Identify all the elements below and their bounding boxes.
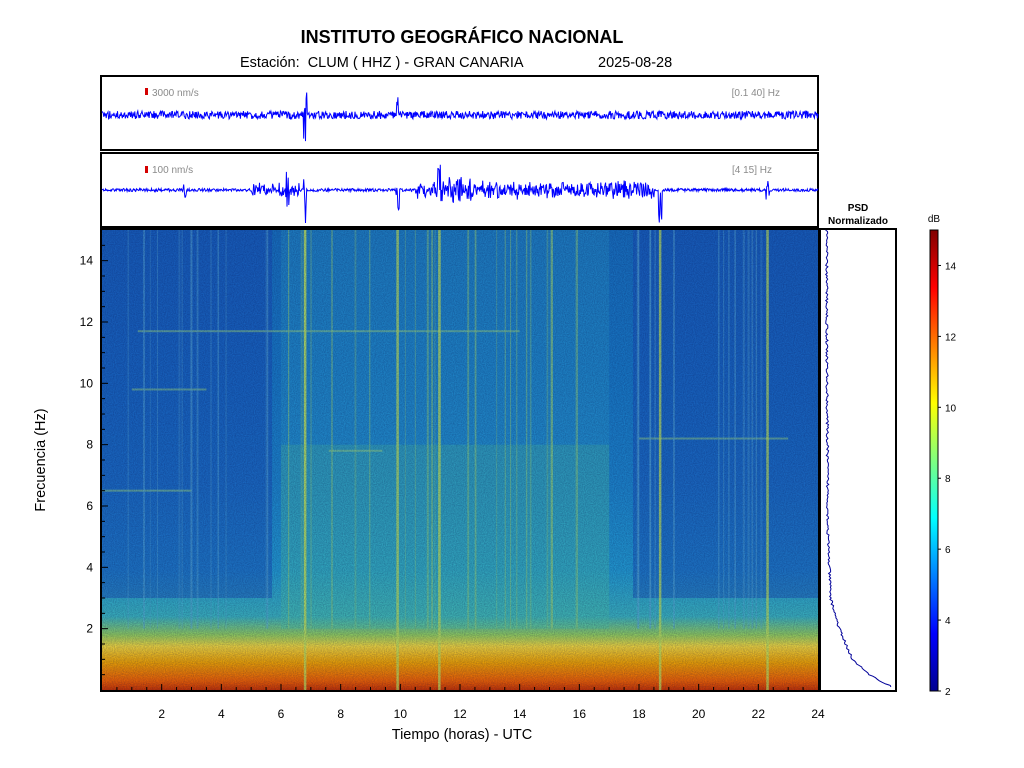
y-tick-label: 2 [86, 622, 93, 636]
x-tick-label: 18 [632, 707, 646, 721]
y-axis-label: Frecuencia (Hz) [33, 408, 49, 511]
x-tick-label: 12 [453, 707, 467, 721]
x-axis-label: Tiempo (horas) - UTC [392, 727, 532, 743]
x-axis-ticks: 2 4 6 8 10 12 14 16 18 20 22 24 [116, 684, 825, 721]
colorbar-tick-label: 8 [945, 474, 951, 485]
x-tick-label: 6 [278, 707, 285, 721]
date-label: 2025-08-28 [598, 55, 673, 71]
y-tick-label: 8 [86, 438, 93, 452]
trace-panel-broadband: 3000 nm/s [0.1 40] Hz [100, 75, 819, 151]
x-tick-label: 24 [811, 707, 825, 721]
colorbar-unit: dB [928, 214, 941, 225]
colorbar-ticks: 2 4 6 8 10 12 14 [938, 261, 957, 698]
y-tick-label: 12 [80, 315, 94, 329]
trace-1-scale-label: 3000 nm/s [152, 88, 199, 99]
spectrogram-texture [102, 230, 818, 690]
colorbar-tick-label: 6 [945, 545, 951, 556]
x-tick-label: 4 [218, 707, 225, 721]
amplitude-scale-bar-1 [145, 88, 148, 95]
waveform-trace-2 [102, 164, 819, 224]
colorbar-tick-label: 14 [945, 261, 957, 272]
x-tick-label: 22 [752, 707, 766, 721]
y-tick-label: 4 [86, 560, 93, 574]
x-tick-label: 10 [394, 707, 408, 721]
x-tick-label: 16 [573, 707, 587, 721]
page-title: INSTITUTO GEOGRÁFICO NACIONAL [300, 27, 624, 47]
trace-2-band-label: [4 15] Hz [732, 165, 772, 176]
trace-2-scale-label: 100 nm/s [152, 165, 193, 176]
psd-frame [819, 228, 897, 692]
colorbar-tick-label: 2 [945, 687, 951, 698]
y-axis-ticks: 2 4 6 8 10 12 14 [80, 244, 108, 676]
trace-panel-filtered: 100 nm/s [4 15] Hz [100, 152, 819, 228]
y-tick-label: 6 [86, 499, 93, 513]
y-tick-label: 14 [80, 254, 94, 268]
psd-subtitle: Normalizado [828, 216, 888, 227]
colorbar: dB 2 4 6 8 10 12 14 [928, 214, 957, 698]
colorbar-tick-label: 4 [945, 616, 951, 627]
x-tick-label: 2 [158, 707, 165, 721]
station-subtitle: Estación: CLUM ( HHZ ) - GRAN CANARIA [240, 55, 524, 71]
amplitude-scale-bar-2 [145, 166, 148, 173]
psd-panel: PSD Normalizado [819, 203, 897, 692]
waveform-trace-1 [101, 92, 819, 142]
colorbar-tick-label: 12 [945, 332, 957, 343]
y-tick-label: 10 [80, 376, 94, 390]
x-tick-label: 20 [692, 707, 706, 721]
trace-1-band-label: [0.1 40] Hz [732, 88, 780, 99]
psd-curve [824, 229, 892, 688]
x-tick-label: 14 [513, 707, 527, 721]
colorbar-tick-label: 10 [945, 403, 957, 414]
colorbar-scale [929, 229, 939, 692]
psd-title: PSD [848, 203, 869, 214]
x-tick-label: 8 [337, 707, 344, 721]
